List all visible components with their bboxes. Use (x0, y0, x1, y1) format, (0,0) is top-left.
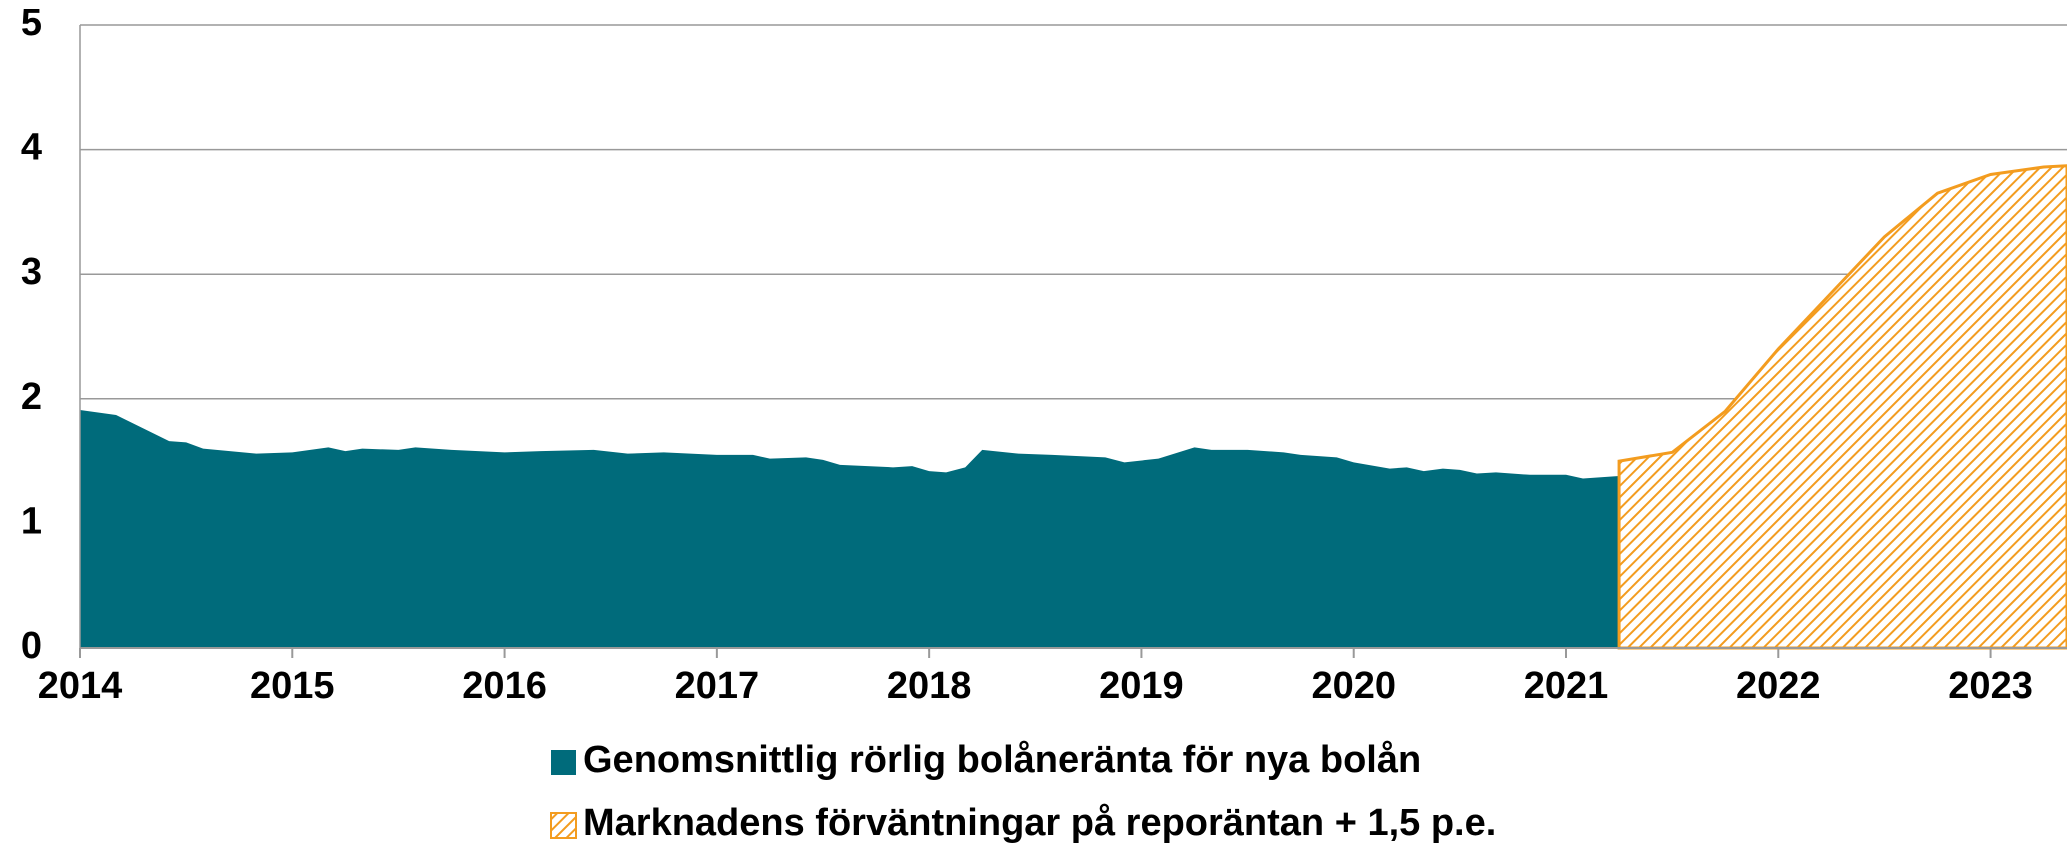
axes: 0 1 2 3 4 5 2014 2015 2016 2017 2018 2019 2020 2021 20… (21, 2, 2067, 707)
x-tick-label: 2019 (1099, 665, 1184, 707)
area (80, 410, 1620, 648)
x-tick-label: 2022 (1736, 665, 1821, 707)
x-tick-label: 2015 (250, 665, 335, 707)
y-tick-label: 4 (21, 127, 42, 169)
legend-swatch (550, 812, 577, 839)
x-tick-label: 2018 (887, 665, 972, 707)
y-tick-label: 1 (21, 500, 42, 542)
x-tick-label: 2021 (1524, 665, 1609, 707)
x-tick-label: 2020 (1311, 665, 1396, 707)
legend-label: Genomsnittlig rörlig bolåneränta för nya… (583, 739, 1421, 781)
x-tick-label: 2014 (38, 665, 123, 707)
legend-label: Marknadens förväntningar på reporäntan +… (583, 802, 1496, 844)
area (1617, 164, 2067, 650)
legend-swatch (551, 750, 576, 775)
x-tick-label: 2023 (1948, 665, 2033, 707)
legend: Genomsnittlig rörlig bolåneränta för nya… (550, 739, 1496, 844)
y-tick-label: 2 (21, 376, 42, 418)
y-tick-label: 0 (21, 625, 42, 667)
x-tick-label: 2016 (462, 665, 547, 707)
y-tick-label: 5 (21, 2, 42, 44)
x-tick-label: 2017 (675, 665, 760, 707)
areas (80, 164, 2067, 650)
y-tick-label: 3 (21, 251, 42, 293)
